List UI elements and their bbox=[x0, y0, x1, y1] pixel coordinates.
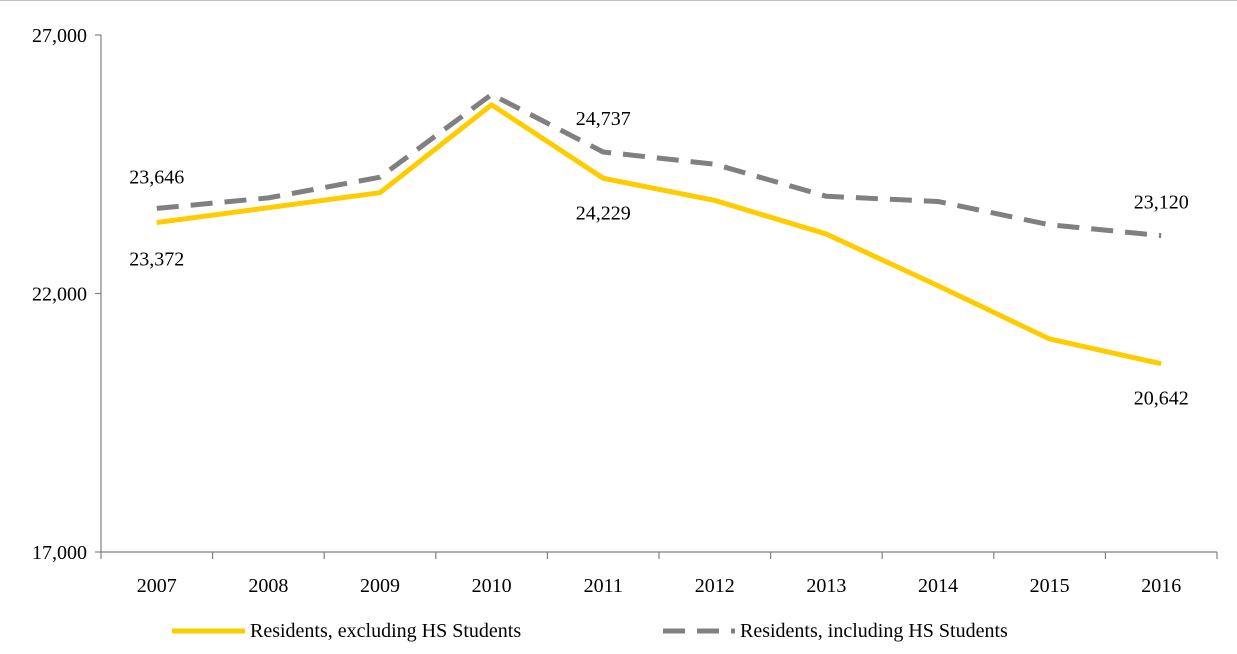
data-label: 23,120 bbox=[1134, 192, 1189, 214]
x-tick-label: 2010 bbox=[472, 575, 512, 597]
x-tick-label: 2008 bbox=[248, 575, 288, 597]
data-label: 23,372 bbox=[129, 249, 184, 271]
y-tick-label: 17,000 bbox=[32, 542, 87, 564]
x-tick-label: 2009 bbox=[360, 575, 400, 597]
data-label: 23,646 bbox=[129, 166, 184, 188]
legend-label: Residents, including HS Students bbox=[740, 620, 1008, 642]
x-tick-label: 2011 bbox=[584, 575, 623, 597]
x-tick-label: 2007 bbox=[137, 575, 177, 597]
data-label: 24,737 bbox=[576, 108, 631, 130]
x-tick-label: 2016 bbox=[1141, 575, 1181, 597]
x-tick-label: 2015 bbox=[1030, 575, 1070, 597]
x-tick-label: 2013 bbox=[806, 575, 846, 597]
y-tick-label: 22,000 bbox=[32, 284, 87, 306]
data-labels-layer: 23,372 23,646 24,737 24,229 23,120 20,642 bbox=[129, 108, 1188, 410]
x-tick-label: 2014 bbox=[918, 575, 958, 597]
legend: Residents, excluding HS Students Resident… bbox=[172, 620, 1008, 642]
series-line-excluding-hs bbox=[156, 102, 1162, 367]
series-line-including-hs bbox=[156, 91, 1162, 239]
series-layer bbox=[156, 91, 1162, 367]
y-tick-label: 27,000 bbox=[32, 25, 87, 47]
data-label: 20,642 bbox=[1134, 388, 1189, 410]
data-label: 24,229 bbox=[576, 202, 631, 224]
legend-label: Residents, excluding HS Students bbox=[250, 620, 521, 642]
x-tick-label: 2012 bbox=[695, 575, 735, 597]
axes: 17,000 22,000 27,000 2007 2008 2009 2010 2011 20… bbox=[32, 25, 1218, 597]
